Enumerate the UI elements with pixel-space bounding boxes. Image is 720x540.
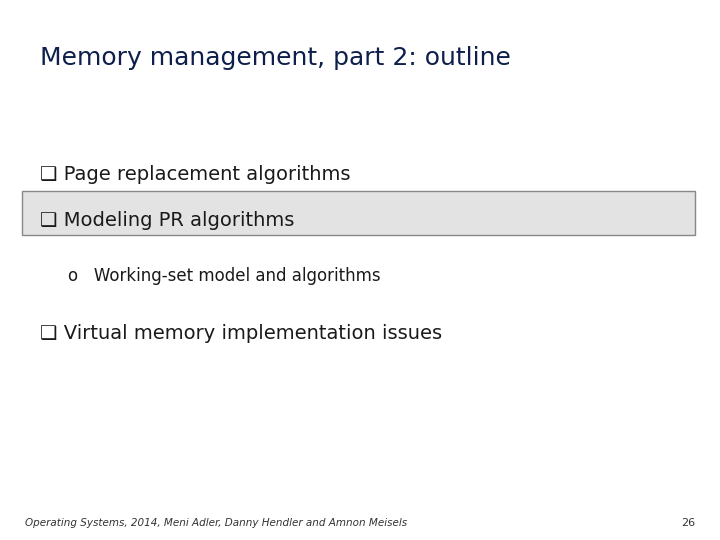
Text: ❑ Modeling PR algorithms: ❑ Modeling PR algorithms xyxy=(40,211,294,229)
Text: 26: 26 xyxy=(680,518,695,528)
FancyBboxPatch shape xyxy=(22,191,695,235)
Text: ❑ Virtual memory implementation issues: ❑ Virtual memory implementation issues xyxy=(40,324,442,343)
Text: o   Working-set model and algorithms: o Working-set model and algorithms xyxy=(68,267,381,285)
Text: ❑ Page replacement algorithms: ❑ Page replacement algorithms xyxy=(40,165,350,184)
Text: Operating Systems, 2014, Meni Adler, Danny Hendler and Amnon Meisels: Operating Systems, 2014, Meni Adler, Dan… xyxy=(25,518,408,528)
Text: Memory management, part 2: outline: Memory management, part 2: outline xyxy=(40,46,510,70)
